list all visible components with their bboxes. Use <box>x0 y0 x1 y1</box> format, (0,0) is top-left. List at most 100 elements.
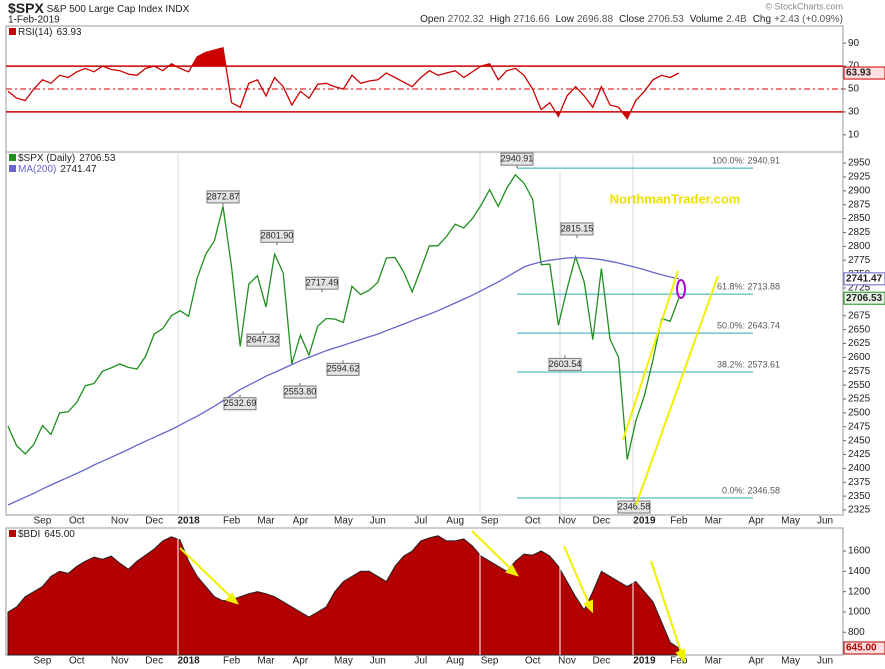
last-badge <box>843 272 885 286</box>
x-tick-label: Mar <box>705 656 723 667</box>
quote-label: Open <box>420 14 444 25</box>
y-tick-label: 2600 <box>848 352 871 363</box>
quote-label: Chg <box>753 14 771 25</box>
legend: $BDI 645.00 <box>18 529 75 540</box>
x-tick-label: Apr <box>748 656 764 667</box>
y-tick-label: 2450 <box>848 435 871 446</box>
y-tick-label: 70 <box>848 61 860 72</box>
fib-label: 100.0%: 2940.91 <box>712 156 780 166</box>
last-badge-label: 2706.53 <box>846 293 883 304</box>
y-tick-label: 2475 <box>848 421 871 432</box>
line <box>7 173 680 460</box>
y-tick-label: 2925 <box>848 172 871 183</box>
x-tick-label: May <box>334 516 353 527</box>
x-tick-label: Mar <box>705 516 723 527</box>
y-tick-label: 2900 <box>848 185 871 196</box>
rsi-panel <box>5 25 844 153</box>
highlight-ellipse <box>676 279 686 299</box>
x-tick-label: Dec <box>593 516 611 527</box>
x-tick-label: Jul <box>414 656 427 667</box>
legend-name: $BDI <box>18 529 40 540</box>
x-tick-label: Jun <box>370 516 386 527</box>
legend-value: 645.00 <box>44 529 75 540</box>
x-tick-label: Aug <box>446 516 464 527</box>
y-tick-label: 2525 <box>848 394 871 405</box>
legend-swatch <box>9 530 16 537</box>
arrow <box>179 547 233 599</box>
y-tick-label: 2675 <box>848 310 871 321</box>
x-tick-label: Sep <box>481 516 499 527</box>
x-tick-label: Nov <box>558 656 576 667</box>
fib-label: 61.8%: 2713.88 <box>717 282 780 292</box>
y-tick-label: 2350 <box>848 491 871 502</box>
legend-value: 2741.47 <box>60 164 97 175</box>
y-tick-label: 2875 <box>848 199 871 210</box>
last-badge-label: 645.00 <box>846 643 877 654</box>
quote: Open 2702.32 High 2716.66 Low 2696.88 Close 270… <box>420 14 843 25</box>
x-tick-label: May <box>334 656 353 667</box>
price-label-box <box>548 357 582 371</box>
x-tick-label: Dec <box>145 516 163 527</box>
price-label: 2815.15 <box>561 223 594 233</box>
price-label-box <box>246 333 280 347</box>
exchange: INDX <box>165 4 189 15</box>
quote-label: Volume <box>690 14 724 25</box>
quote-value: 2.4B <box>726 14 747 25</box>
quote-value: 2706.53 <box>648 14 685 25</box>
symbol: $SPX <box>8 0 44 16</box>
legend-swatch <box>9 154 16 161</box>
line <box>7 46 680 121</box>
legend: $SPX (Daily) 2706.53 <box>18 153 116 164</box>
x-tick-label: 2018 <box>177 656 200 667</box>
price-label-box <box>617 500 651 514</box>
index-name: S&P 500 Large Cap Index <box>47 4 163 15</box>
y-tick-label: 800 <box>848 627 865 638</box>
x-tick-label: May <box>781 516 800 527</box>
y-tick-label: 1400 <box>848 566 871 577</box>
quote-label: High <box>490 14 511 25</box>
x-tick-label: Sep <box>34 656 52 667</box>
x-tick-label: 2019 <box>633 516 656 527</box>
y-tick-label: 2400 <box>848 463 871 474</box>
quote-value: 2696.88 <box>577 14 614 25</box>
x-tick-label: Nov <box>558 516 576 527</box>
overlay <box>177 270 719 663</box>
x-tick-label: Dec <box>593 656 611 667</box>
y-tick-label: 2650 <box>848 324 871 335</box>
y-tick-label: 2950 <box>848 158 871 169</box>
legend-name: MA(200) <box>18 164 56 175</box>
price-label-box <box>305 276 339 290</box>
y-tick-label: 2550 <box>848 380 871 391</box>
line <box>7 256 679 506</box>
price-label-box <box>500 152 534 166</box>
y-tick-label: 1200 <box>848 586 871 597</box>
x-tick-label: Apr <box>293 656 309 667</box>
price-label-box <box>326 362 360 376</box>
arrow <box>471 530 513 571</box>
y-tick-label: 2325 <box>848 505 871 516</box>
y-tick-label: 2575 <box>848 366 871 377</box>
x-tick-label: Nov <box>111 656 129 667</box>
quote-value: 2702.32 <box>448 14 485 25</box>
y-tick-label: 2825 <box>848 227 871 238</box>
price-label-box <box>206 190 240 204</box>
y-tick-label: 1000 <box>848 607 871 618</box>
y-tick-label: 30 <box>848 107 860 118</box>
last-badge-label: 63.93 <box>846 68 871 79</box>
price-label-box <box>223 397 257 411</box>
x-tick-label: 2019 <box>633 656 656 667</box>
legend: RSI(14) 63.93 <box>18 27 82 38</box>
copyright: © StockCharts.com <box>765 1 843 11</box>
last-badge <box>843 291 885 305</box>
x-tick-label: Mar <box>257 516 275 527</box>
x-tick-label: Oct <box>525 656 541 667</box>
price-label: 2717.49 <box>306 278 339 288</box>
arrow-head <box>225 592 240 605</box>
y-tick-label: 2625 <box>848 338 871 349</box>
x-tick-label: Dec <box>145 656 163 667</box>
price-label-box <box>560 222 594 236</box>
arrow <box>650 560 682 653</box>
legend-value: 2706.53 <box>79 153 116 164</box>
x-tick-label: Feb <box>223 516 241 527</box>
